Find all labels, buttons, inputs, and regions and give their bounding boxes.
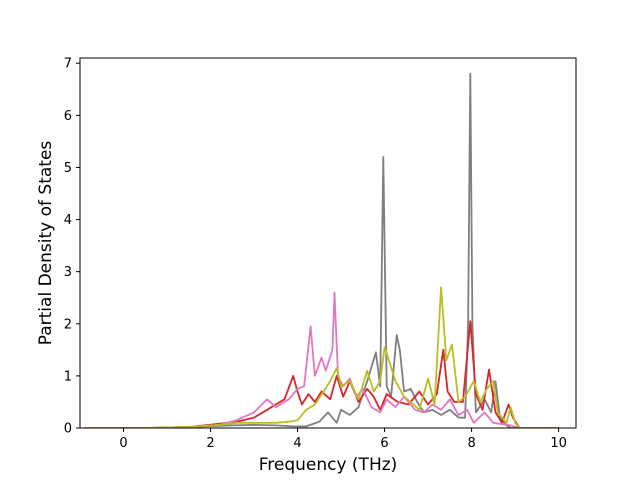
x-tick-label: 10 <box>550 436 567 451</box>
x-axis: 0 2 4 6 8 10 <box>119 428 567 451</box>
y-tick-label: 6 <box>64 109 72 124</box>
series-line-4 <box>84 286 559 428</box>
series-line-2 <box>84 320 559 428</box>
x-tick-label: 2 <box>206 436 214 451</box>
y-axis-label: Partial Density of States <box>36 141 56 346</box>
x-tick-label: 4 <box>293 436 301 451</box>
x-tick-label: 8 <box>467 436 475 451</box>
axes-frame <box>79 57 577 429</box>
x-tick-label: 6 <box>380 436 388 451</box>
y-tick-label: 1 <box>64 369 72 384</box>
y-tick-label: 0 <box>64 422 72 437</box>
series-line-1 <box>84 72 559 428</box>
x-tick-label: 0 <box>119 436 127 451</box>
y-tick-label: 5 <box>64 161 72 176</box>
y-tick-label: 3 <box>64 265 72 280</box>
y-tick-label: 4 <box>64 213 72 228</box>
x-axis-label: Frequency (THz) <box>259 455 398 475</box>
y-axis: 0 1 2 3 4 5 6 7 <box>64 57 80 437</box>
y-tick-label: 2 <box>64 317 72 332</box>
plot-area <box>84 72 559 428</box>
y-tick-label: 7 <box>64 57 72 72</box>
